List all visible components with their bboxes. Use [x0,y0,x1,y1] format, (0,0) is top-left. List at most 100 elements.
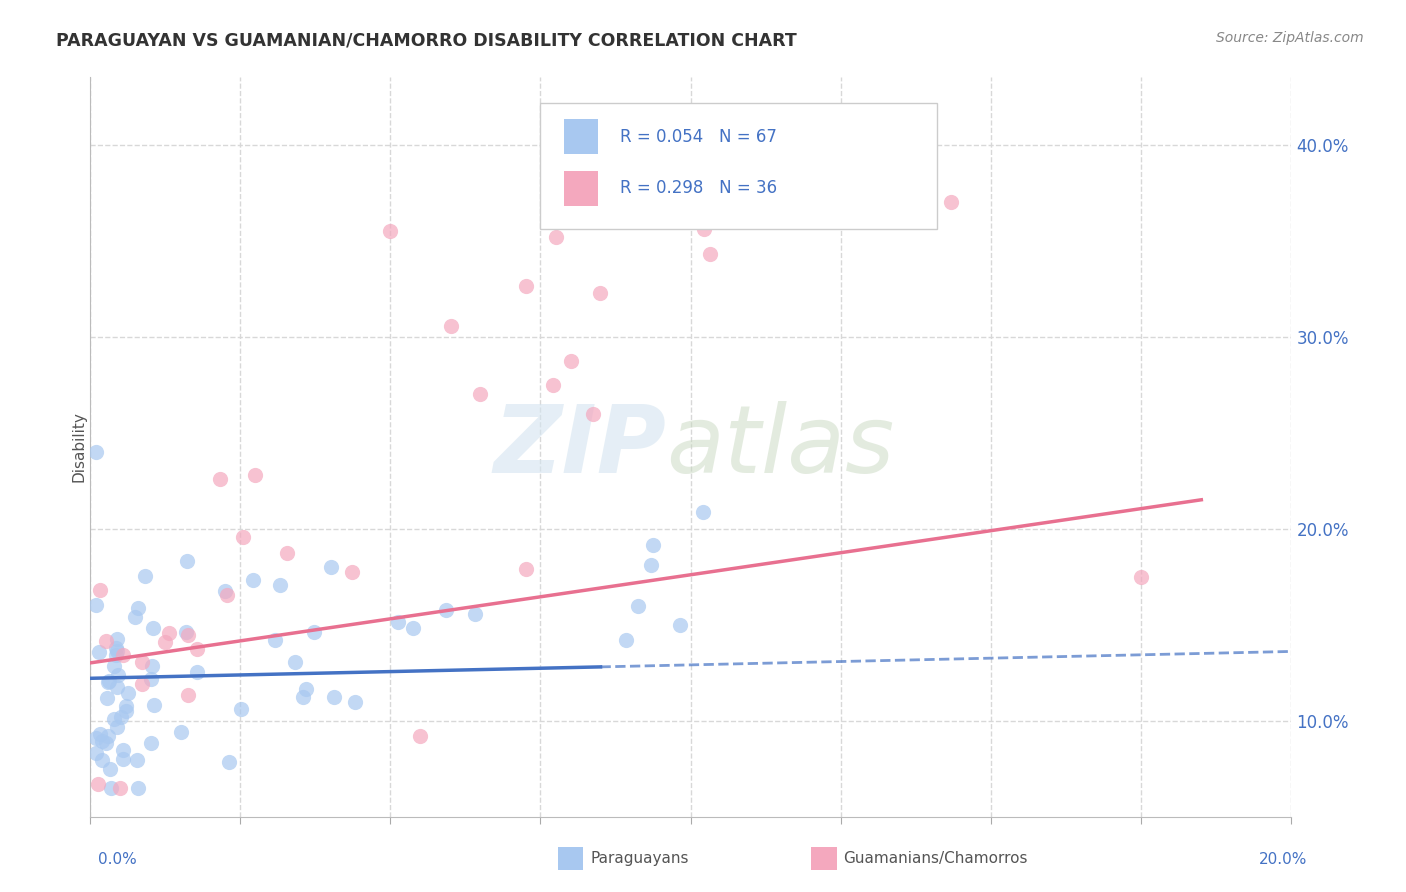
Point [103,712,125,726]
Point [124,609,146,624]
Point [941,195,963,210]
Point [302,625,325,640]
Point [434,603,457,617]
Point [97,729,120,743]
Point [112,752,135,766]
Point [692,505,714,519]
Text: Guamanians/Chamorros: Guamanians/Chamorros [844,852,1028,866]
Text: ZIP: ZIP [494,401,666,493]
Point [157,626,180,640]
Point [323,690,346,704]
Point [105,644,128,658]
Point [176,554,198,568]
Point [292,690,315,704]
Point [319,559,342,574]
Point [668,617,690,632]
Point [541,378,564,392]
Point [107,668,129,682]
Point [84,731,107,745]
Point [295,682,318,697]
Point [215,588,238,602]
Point [97,673,120,688]
Point [94,736,117,750]
Point [111,743,134,757]
Point [589,285,612,300]
FancyBboxPatch shape [540,103,936,229]
Point [142,621,165,635]
Point [84,598,107,612]
Point [139,672,162,686]
Point [699,247,721,261]
Point [89,645,111,659]
Point [666,195,689,210]
Text: Paraguayans: Paraguayans [591,852,689,866]
Point [343,695,366,709]
Bar [564,119,598,154]
Point [544,229,567,244]
Point [693,222,716,236]
Point [131,655,153,669]
Point [153,635,176,649]
Point [1130,569,1153,583]
Point [115,699,138,714]
Text: R = 0.054   N = 67: R = 0.054 N = 67 [620,128,776,145]
Bar [564,170,598,206]
Point [340,566,363,580]
Point [627,599,650,614]
Point [515,561,537,575]
Point [84,444,107,458]
Point [862,195,884,210]
Point [125,753,148,767]
Point [110,710,132,724]
Point [464,607,486,621]
Point [141,736,163,750]
Y-axis label: Disability: Disability [72,411,86,483]
Point [170,725,193,739]
Point [96,690,118,705]
Point [96,633,118,648]
Point [409,729,432,743]
Point [131,676,153,690]
Point [269,578,291,592]
Point [105,720,128,734]
Point [264,633,287,648]
Text: 20.0%: 20.0% [1260,852,1308,867]
Point [560,353,582,368]
Point [97,675,120,690]
Point [440,319,463,334]
Point [98,762,121,776]
Point [387,615,409,629]
Text: atlas: atlas [666,401,894,492]
Point [243,468,266,483]
Point [134,568,156,582]
Point [117,686,139,700]
Point [104,640,127,655]
Point [276,546,298,560]
Point [105,632,128,647]
Point [380,224,402,238]
Point [87,777,110,791]
Point [111,648,134,663]
Point [614,632,637,647]
Point [115,704,138,718]
Point [470,387,492,401]
Point [242,573,264,587]
Point [209,472,232,486]
Text: 0.0%: 0.0% [98,852,138,867]
Point [110,780,132,795]
Text: Source: ZipAtlas.com: Source: ZipAtlas.com [1216,31,1364,45]
Point [127,780,149,795]
Point [640,558,662,572]
Point [103,658,125,673]
Point [214,584,236,599]
Point [89,583,111,598]
Point [186,665,208,679]
Point [177,688,200,702]
Point [91,753,114,767]
Point [284,655,307,669]
Point [232,530,254,544]
Point [174,624,197,639]
Point [848,195,870,210]
Point [582,408,605,422]
Point [105,681,128,695]
